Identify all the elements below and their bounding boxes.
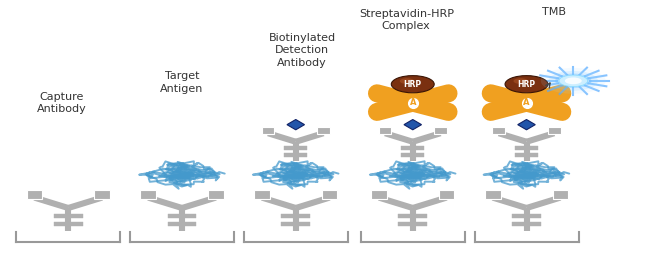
Circle shape [541,68,606,94]
Text: A: A [523,98,530,107]
Polygon shape [404,120,421,130]
Circle shape [565,77,582,84]
Bar [254,190,270,199]
Bar [401,146,424,150]
Bar [168,222,196,226]
Circle shape [555,74,592,88]
Bar [27,190,42,199]
Bar [94,190,110,199]
Bar [548,127,560,134]
Text: HRP: HRP [517,80,536,89]
Bar [401,153,424,157]
Text: TMB: TMB [542,7,566,17]
Bar [54,222,83,226]
Polygon shape [517,120,536,130]
Polygon shape [287,120,304,130]
Circle shape [400,78,414,84]
Bar [54,214,83,218]
Bar [493,127,505,134]
Circle shape [549,71,598,91]
Bar [398,214,427,218]
Text: Target
Antigen: Target Antigen [161,71,203,94]
Text: Capture
Antibody: Capture Antibody [37,92,86,114]
Bar [512,214,541,218]
Bar [281,222,310,226]
Text: A: A [410,98,416,107]
Bar [284,153,307,157]
Bar [371,190,387,199]
Bar [515,146,538,150]
Bar [398,222,427,226]
Bar [281,214,310,218]
Bar [434,127,447,134]
Bar [379,127,391,134]
Bar [208,190,224,199]
Bar [485,190,500,199]
Bar [262,127,274,134]
Circle shape [559,75,588,87]
Bar [317,127,330,134]
Bar [515,153,538,157]
Bar [322,190,337,199]
Circle shape [514,78,528,84]
Circle shape [505,76,548,93]
Bar [439,190,454,199]
Text: HRP: HRP [404,80,422,89]
Bar [168,214,196,218]
Text: Biotinylated
Detection
Antibody: Biotinylated Detection Antibody [268,33,336,68]
Bar [140,190,156,199]
Bar [512,222,541,226]
Bar [284,146,307,150]
Circle shape [391,76,434,93]
Bar [552,190,568,199]
Text: Streptavidin-HRP
Complex: Streptavidin-HRP Complex [359,9,454,31]
